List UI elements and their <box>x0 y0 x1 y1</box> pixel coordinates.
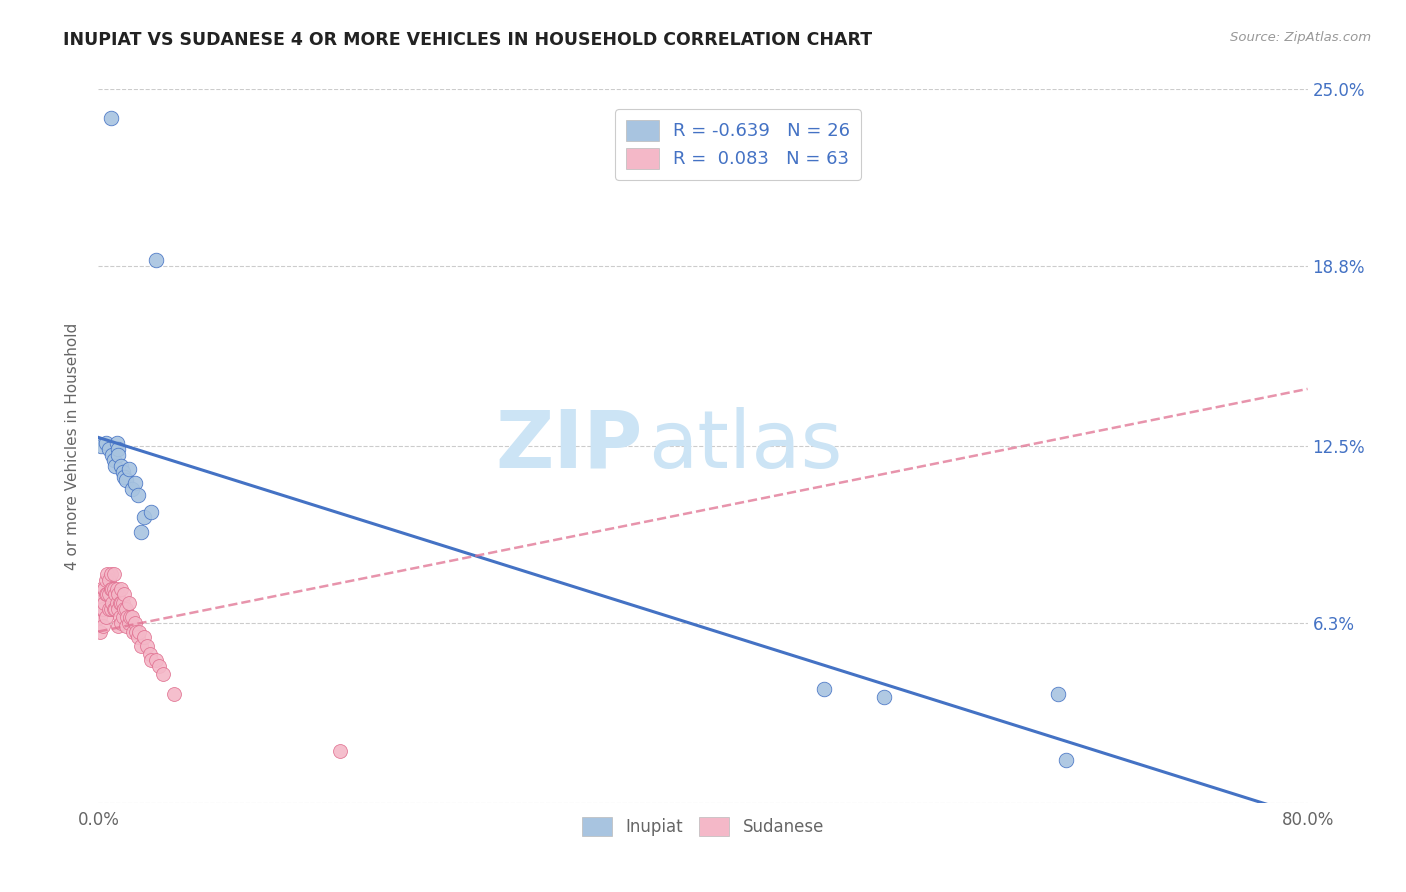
Point <box>107 587 129 601</box>
Point <box>128 624 150 639</box>
Point <box>104 601 127 615</box>
Point <box>100 111 122 125</box>
Point <box>101 448 124 462</box>
Point <box>148 658 170 673</box>
Point <box>120 610 142 624</box>
Point <box>141 653 163 667</box>
Point <box>139 648 162 662</box>
Point <box>98 573 121 587</box>
Point <box>90 439 112 453</box>
Point <box>105 582 128 596</box>
Point <box>110 615 132 630</box>
Point <box>1054 753 1077 767</box>
Point <box>93 582 115 596</box>
Point <box>108 596 131 610</box>
Point <box>90 582 112 596</box>
Point <box>98 601 121 615</box>
Point <box>103 453 125 467</box>
Point <box>114 619 136 633</box>
Point <box>112 470 135 484</box>
Point <box>124 476 146 491</box>
Point <box>127 487 149 501</box>
Point <box>145 253 167 268</box>
Point <box>163 687 186 701</box>
Point <box>125 624 148 639</box>
Point <box>111 596 134 610</box>
Point <box>813 681 835 696</box>
Point <box>100 582 122 596</box>
Point <box>100 601 122 615</box>
Point <box>124 615 146 630</box>
Point <box>118 615 141 630</box>
Point <box>108 610 131 624</box>
Point <box>94 587 117 601</box>
Point <box>94 436 117 450</box>
Point <box>129 639 152 653</box>
Point <box>94 573 117 587</box>
Y-axis label: 4 or more Vehicles in Household: 4 or more Vehicles in Household <box>65 322 80 570</box>
Point <box>103 601 125 615</box>
Point <box>132 510 155 524</box>
Point <box>90 601 112 615</box>
Point <box>107 442 129 456</box>
Text: atlas: atlas <box>648 407 844 485</box>
Point <box>118 596 141 610</box>
Point <box>93 596 115 610</box>
Point <box>121 610 143 624</box>
Text: ZIP: ZIP <box>495 407 643 485</box>
Point <box>114 601 136 615</box>
Point <box>145 653 167 667</box>
Point <box>873 690 896 705</box>
Point <box>96 587 118 601</box>
Point <box>94 610 117 624</box>
Point <box>112 601 135 615</box>
Point <box>329 744 352 758</box>
Point <box>127 630 149 644</box>
Point <box>114 473 136 487</box>
Point <box>103 582 125 596</box>
Point <box>98 587 121 601</box>
Point <box>110 582 132 596</box>
Point <box>111 610 134 624</box>
Point <box>98 442 121 456</box>
Point <box>1047 687 1070 701</box>
Point <box>107 619 129 633</box>
Point <box>107 448 129 462</box>
Point <box>112 587 135 601</box>
Point <box>96 567 118 582</box>
Point <box>104 587 127 601</box>
Point <box>129 524 152 539</box>
Text: INUPIAT VS SUDANESE 4 OR MORE VEHICLES IN HOUSEHOLD CORRELATION CHART: INUPIAT VS SUDANESE 4 OR MORE VEHICLES I… <box>63 31 872 49</box>
Point <box>110 596 132 610</box>
Text: Source: ZipAtlas.com: Source: ZipAtlas.com <box>1230 31 1371 45</box>
Point <box>105 596 128 610</box>
Point <box>152 667 174 681</box>
Legend: Inupiat, Sudanese: Inupiat, Sudanese <box>572 806 834 846</box>
Point <box>111 465 134 479</box>
Point <box>91 591 114 605</box>
Point <box>91 619 114 633</box>
Point <box>89 610 111 624</box>
Point <box>100 567 122 582</box>
Point <box>103 567 125 582</box>
Point <box>121 482 143 496</box>
Point <box>107 601 129 615</box>
Point <box>104 458 127 473</box>
Point <box>101 582 124 596</box>
Point <box>101 596 124 610</box>
Point <box>118 462 141 476</box>
Point <box>122 624 145 639</box>
Point <box>135 639 157 653</box>
Point <box>91 601 114 615</box>
Point <box>105 436 128 450</box>
Point <box>110 458 132 473</box>
Point <box>141 505 163 519</box>
Point <box>132 630 155 644</box>
Point <box>115 610 138 624</box>
Point <box>89 624 111 639</box>
